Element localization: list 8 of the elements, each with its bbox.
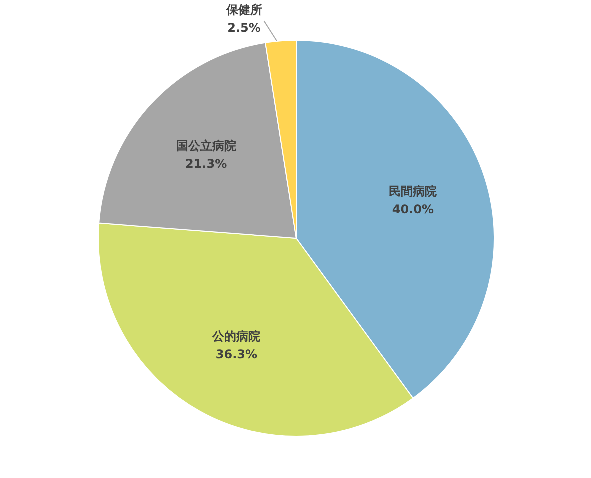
data-label: 36.3%: [216, 348, 258, 362]
data-label: 2.5%: [228, 21, 261, 36]
slice-label: 国公立病院: [176, 139, 236, 154]
slice-label: 公的病院: [212, 330, 261, 344]
data-label: 40.0%: [392, 202, 434, 216]
slice-label: 民間病院: [389, 184, 438, 198]
data-label: 21.3%: [185, 157, 228, 172]
slice-label: 保健所: [225, 3, 262, 18]
